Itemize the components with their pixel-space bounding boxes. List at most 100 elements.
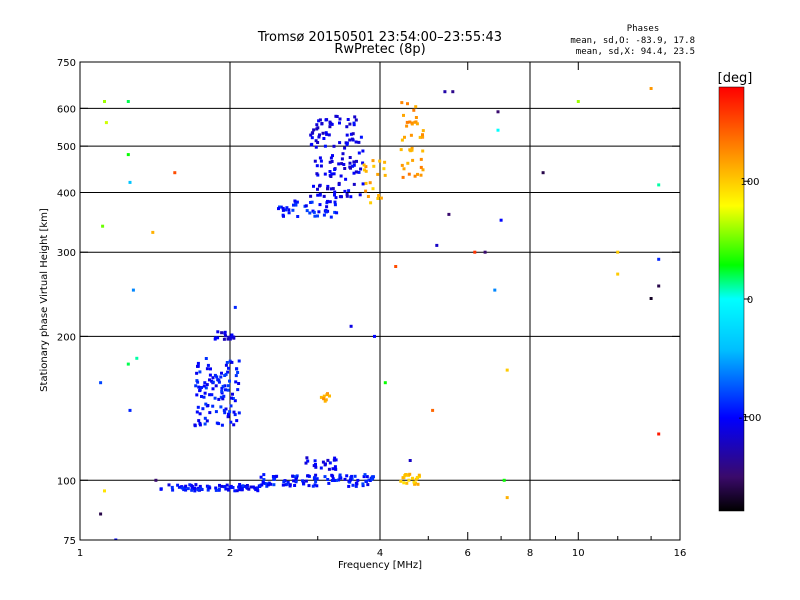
- data-point: [214, 488, 218, 492]
- data-point: [376, 197, 380, 200]
- data-point: [411, 476, 414, 480]
- data-point: [358, 193, 362, 197]
- data-point: [362, 475, 366, 479]
- data-point: [316, 193, 320, 197]
- data-point: [315, 172, 319, 176]
- data-point: [235, 367, 239, 371]
- data-point: [304, 461, 308, 465]
- data-point: [377, 194, 381, 197]
- data-point: [193, 489, 197, 493]
- x-axis-label: Frequency [MHz]: [338, 560, 422, 571]
- data-point: [217, 378, 221, 382]
- data-point: [329, 175, 333, 178]
- data-point: [281, 206, 285, 210]
- data-point: [331, 477, 335, 481]
- data-point: [227, 412, 230, 416]
- data-point: [243, 484, 247, 488]
- data-point: [362, 163, 366, 167]
- data-point: [310, 136, 314, 140]
- data-point: [319, 164, 323, 168]
- data-point: [103, 489, 106, 493]
- data-point: [323, 144, 327, 148]
- data-point: [228, 337, 232, 341]
- data-point: [208, 411, 212, 415]
- data-point: [331, 154, 334, 158]
- data-point: [313, 159, 317, 163]
- data-point: [345, 193, 349, 196]
- data-point: [214, 384, 218, 388]
- data-point: [322, 194, 326, 198]
- data-point: [256, 486, 259, 490]
- data-point: [483, 250, 487, 254]
- data-point: [184, 484, 188, 488]
- data-point: [312, 184, 315, 188]
- data-point: [499, 218, 503, 222]
- data-point: [233, 399, 237, 403]
- data-point: [306, 474, 310, 478]
- data-point: [232, 423, 236, 427]
- data-point: [237, 359, 241, 363]
- data-point: [195, 379, 199, 383]
- data-point: [348, 122, 352, 126]
- data-point: [238, 483, 242, 486]
- data-point: [338, 473, 342, 477]
- data-point: [221, 384, 225, 388]
- data-point: [357, 140, 361, 144]
- data-point: [314, 473, 318, 477]
- x-axis: 1 2 4 6 8 10 16: [77, 62, 687, 559]
- data-point: [229, 404, 233, 408]
- data-point: [262, 478, 266, 482]
- data-point: [329, 156, 333, 160]
- data-point: [328, 170, 332, 173]
- data-point: [241, 484, 245, 488]
- data-point: [278, 205, 281, 209]
- data-point: [273, 477, 276, 481]
- data-point: [202, 395, 206, 399]
- data-point: [233, 305, 237, 309]
- x-tick-label: 6: [465, 548, 471, 559]
- data-point: [382, 167, 386, 171]
- data-point: [657, 183, 661, 187]
- data-point: [198, 412, 202, 416]
- data-point: [275, 474, 279, 478]
- data-point: [408, 120, 412, 124]
- data-point: [319, 159, 323, 163]
- data-point: [219, 405, 223, 409]
- data-point: [213, 396, 217, 400]
- data-point: [202, 384, 206, 388]
- data-point: [419, 173, 423, 177]
- data-point: [352, 182, 356, 186]
- data-point: [335, 478, 338, 482]
- data-point: [399, 479, 403, 483]
- data-point: [317, 135, 321, 139]
- data-point: [368, 479, 372, 482]
- data-point: [266, 483, 270, 487]
- data-point: [341, 152, 345, 156]
- data-point: [126, 362, 130, 366]
- data-point: [220, 390, 224, 393]
- data-point: [101, 224, 105, 228]
- data-point: [421, 129, 425, 133]
- data-point: [196, 405, 200, 409]
- data-point: [350, 477, 354, 481]
- data-point: [222, 408, 226, 412]
- data-point: [333, 203, 337, 207]
- data-point: [343, 146, 347, 150]
- data-point: [285, 206, 289, 210]
- data-point: [332, 172, 336, 176]
- data-point: [231, 397, 235, 400]
- data-point: [421, 149, 425, 153]
- data-point: [310, 142, 314, 146]
- data-point: [340, 162, 344, 166]
- data-point: [228, 379, 231, 383]
- data-point: [233, 489, 237, 493]
- data-point: [256, 489, 260, 493]
- data-point: [345, 474, 349, 478]
- x-tick-label: 16: [674, 548, 687, 559]
- data-point: [541, 171, 545, 175]
- data-point: [245, 485, 248, 489]
- data-point: [310, 200, 314, 204]
- data-point: [222, 394, 226, 398]
- data-point: [348, 156, 352, 159]
